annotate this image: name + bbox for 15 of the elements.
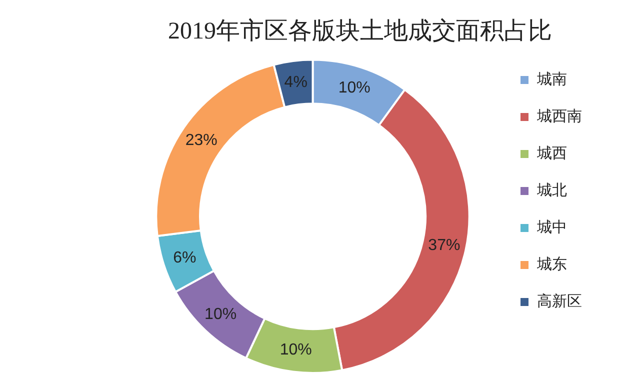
- data-label: 10%: [338, 80, 370, 97]
- data-label: 10%: [280, 341, 312, 358]
- chart-title: 2019年市区各版块土地成交面积占比: [168, 18, 552, 45]
- legend-label: 城北: [536, 180, 567, 199]
- legend-label: 城东: [536, 254, 567, 273]
- legend-label: 城西南: [536, 106, 582, 125]
- data-label: 23%: [185, 132, 218, 150]
- data-label: 37%: [428, 237, 460, 254]
- data-label: 6%: [173, 249, 196, 266]
- data-label: 4%: [284, 74, 308, 92]
- data-label: 10%: [204, 306, 237, 323]
- legend-label: 城西: [536, 144, 567, 162]
- legend-label: 城南: [536, 70, 567, 88]
- legend-label: 高新区: [537, 292, 582, 310]
- legend-label: 城中: [536, 218, 567, 236]
